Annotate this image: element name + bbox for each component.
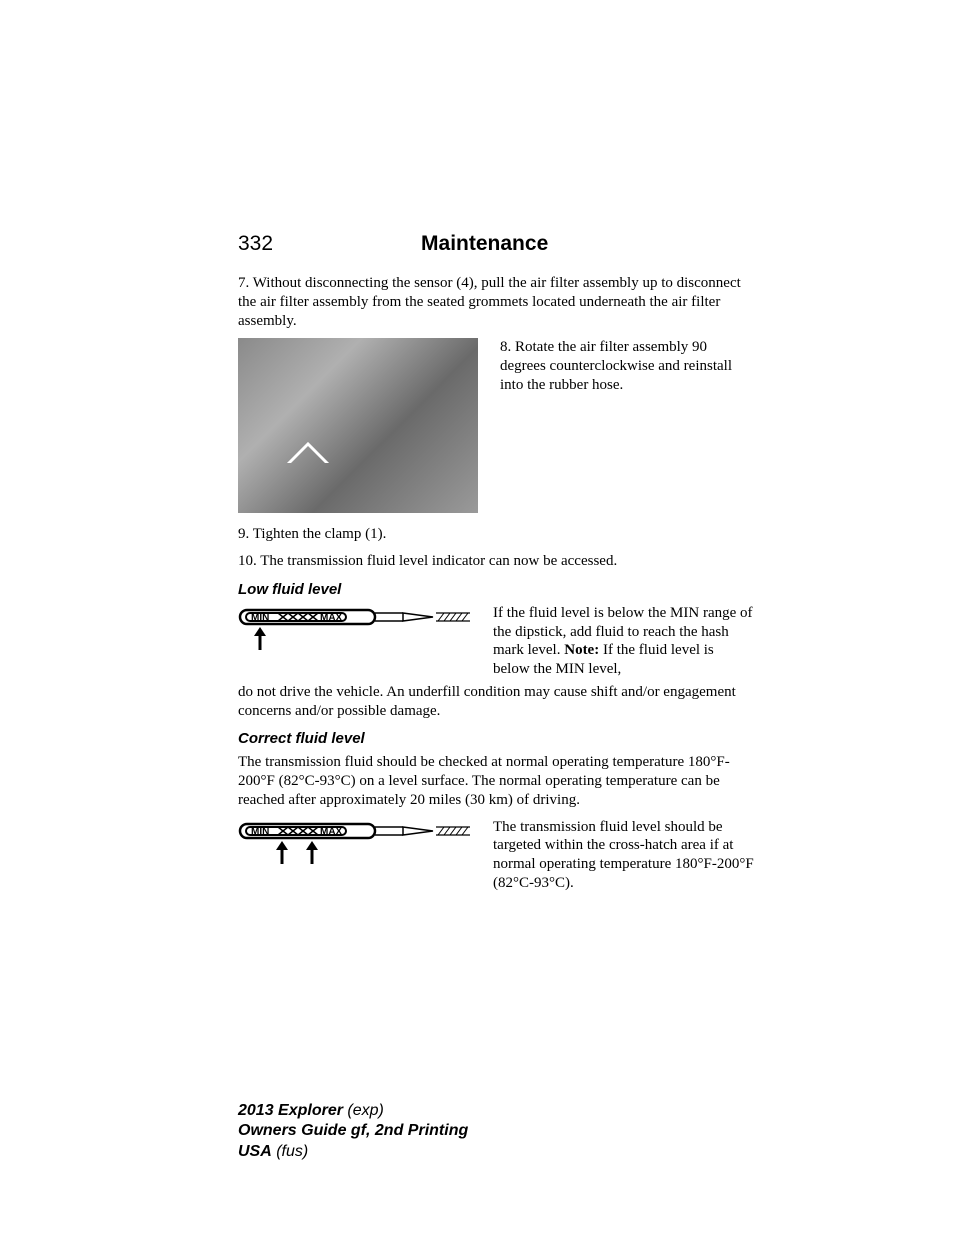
step-9: 9. Tighten the clamp (1). <box>238 525 754 544</box>
correct-fluid-title: Correct fluid level <box>238 730 754 747</box>
arrow-up-icon <box>254 627 266 650</box>
page-content: 332 Maintenance 7. Without disconnecting… <box>0 0 954 893</box>
low-fluid-continuation: do not drive the vehicle. An underfill c… <box>238 683 754 721</box>
page-footer: 2013 Explorer (exp) Owners Guide gf, 2nd… <box>238 1101 468 1163</box>
step-10: 10. The transmission fluid level indicat… <box>238 552 754 571</box>
max-label: MAX <box>320 612 343 623</box>
air-filter-image <box>238 338 478 513</box>
correct-fluid-para2: The transmission fluid level should be t… <box>493 818 754 893</box>
low-fluid-row: MIN MAX <box>238 604 754 679</box>
arrow-up-icon <box>306 841 318 864</box>
step-7: 7. Without disconnecting the sensor (4),… <box>238 274 754 330</box>
max-label: MAX <box>320 826 343 837</box>
note-label: Note: <box>564 642 599 658</box>
step-8: 8. Rotate the air filter assembly 90 deg… <box>500 338 754 394</box>
min-label: MIN <box>251 612 269 623</box>
page-number: 332 <box>238 232 273 256</box>
hatch-handle <box>436 613 470 621</box>
footer-line-3: USA (fus) <box>238 1142 468 1163</box>
step-8-row: 8. Rotate the air filter assembly 90 deg… <box>238 338 754 513</box>
footer-line-1: 2013 Explorer (exp) <box>238 1101 468 1122</box>
correct-fluid-para1: The transmission fluid should be checked… <box>238 753 754 809</box>
low-fluid-title: Low fluid level <box>238 581 754 598</box>
arrow-up-icon <box>276 841 288 864</box>
page-header: 332 Maintenance <box>238 232 754 256</box>
dipstick-low-diagram: MIN MAX <box>238 604 473 654</box>
hatch-handle <box>436 827 470 835</box>
section-title: Maintenance <box>421 232 548 256</box>
correct-fluid-row: MIN MAX <box>238 818 754 893</box>
low-fluid-text-start: If the fluid level is below the MIN rang… <box>493 604 754 679</box>
min-label: MIN <box>251 826 269 837</box>
footer-line-2: Owners Guide gf, 2nd Printing <box>238 1121 468 1142</box>
dipstick-correct-diagram: MIN MAX <box>238 818 473 868</box>
